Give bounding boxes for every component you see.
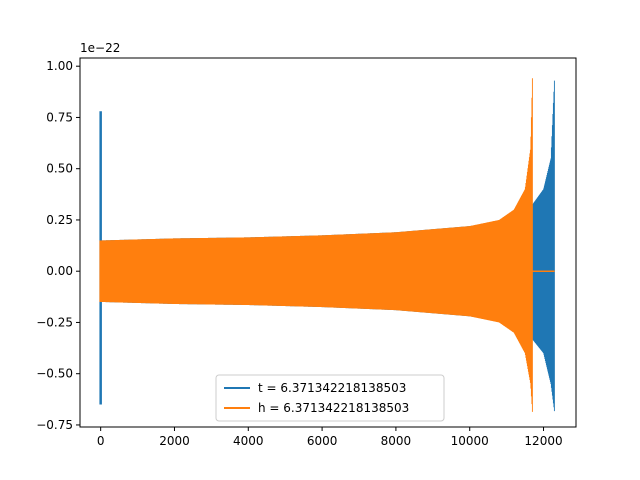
x-tick-label: 12000 <box>524 434 562 448</box>
axes-layer: 0 2000 4000 6000 8000 10000 12000 −0.75 −0.50 −0.… <box>36 57 577 448</box>
x-tick-label: 4000 <box>233 434 264 448</box>
legend-box <box>215 374 445 422</box>
x-tick-label: 2000 <box>159 434 190 448</box>
y-tick-label: 0.25 <box>46 213 73 227</box>
plot-frame <box>79 57 577 428</box>
y-tick-label: 1.00 <box>46 59 73 73</box>
y-tick-label: 0.00 <box>46 264 73 278</box>
y-offset-label: 1e−22 <box>80 41 120 55</box>
series-layer <box>99 78 555 412</box>
y-tick-label: −0.75 <box>36 418 73 432</box>
legend-label-0: t = 6.371342218138503 <box>258 381 406 395</box>
series-1-waveform <box>100 78 533 412</box>
y-tick-label: 0.50 <box>46 162 73 176</box>
y-tick-label: 0.75 <box>46 110 73 124</box>
y-tick-label: −0.50 <box>36 367 73 381</box>
x-tick-label: 10000 <box>451 434 489 448</box>
x-tick-label: 6000 <box>307 434 338 448</box>
x-tick-label: 8000 <box>381 434 412 448</box>
x-tick-label: 0 <box>97 434 105 448</box>
series-1 <box>99 78 555 412</box>
legend: t = 6.371342218138503 h = 6.3713422181385… <box>215 374 445 422</box>
y-tick-label: −0.25 <box>36 315 73 329</box>
legend-label-1: h = 6.371342218138503 <box>258 401 409 415</box>
